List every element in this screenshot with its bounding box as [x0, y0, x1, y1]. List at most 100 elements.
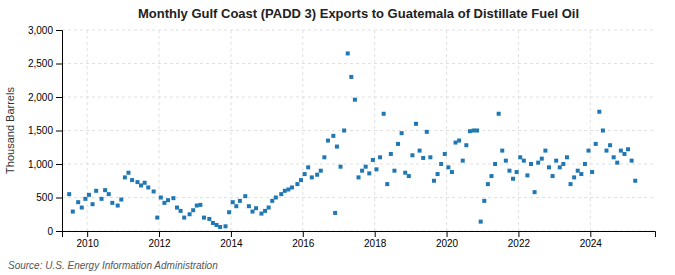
y-tick: 1,500 — [28, 125, 62, 136]
point — [326, 139, 330, 143]
x-tick-mark — [87, 231, 88, 237]
point — [295, 182, 299, 186]
point — [626, 147, 630, 151]
point — [367, 171, 371, 175]
point — [100, 197, 104, 201]
point — [515, 170, 519, 174]
y-tick-label: 1,000 — [28, 159, 53, 170]
point — [103, 188, 107, 192]
grid-line — [62, 63, 655, 64]
plot: 2010201220142016201820202022202405001,00… — [28, 25, 656, 249]
point — [155, 216, 159, 220]
point — [382, 112, 386, 116]
point — [80, 206, 84, 210]
y-tick: 1,000 — [28, 159, 62, 170]
point — [454, 141, 458, 145]
point — [443, 152, 447, 156]
x-axis-line — [63, 232, 656, 238]
point — [207, 217, 211, 221]
point — [146, 185, 150, 189]
point — [472, 129, 476, 133]
y-tick-mark — [56, 131, 62, 132]
point — [590, 170, 594, 174]
point — [558, 165, 562, 169]
point — [446, 165, 450, 169]
point — [421, 156, 425, 160]
grid-line — [62, 197, 655, 198]
point — [601, 129, 605, 133]
point — [608, 143, 612, 147]
point — [619, 149, 623, 153]
point — [468, 129, 472, 133]
x-tick-label: 2012 — [148, 238, 171, 249]
point — [410, 153, 414, 157]
point — [322, 155, 326, 159]
title: Monthly Gulf Coast (PADD 3) Exports to G… — [138, 6, 579, 21]
point — [126, 171, 130, 175]
point — [551, 174, 555, 178]
point — [533, 190, 537, 194]
point — [583, 162, 587, 166]
point — [215, 223, 219, 227]
point — [310, 175, 314, 179]
point — [274, 196, 278, 200]
point — [392, 169, 396, 173]
grid-line — [62, 97, 655, 98]
point — [525, 173, 529, 177]
x-tick: 2012 — [148, 231, 171, 249]
grid-line — [302, 30, 303, 231]
point — [353, 98, 357, 102]
point — [547, 165, 551, 169]
y-tick-label: 0 — [47, 226, 53, 237]
point — [529, 162, 533, 166]
point — [346, 51, 350, 55]
source: Source: U.S. Energy Information Administ… — [8, 260, 218, 271]
point — [461, 159, 465, 163]
point — [247, 204, 251, 208]
point — [554, 159, 558, 163]
grid-line — [518, 30, 519, 231]
point — [179, 209, 183, 213]
point — [76, 200, 80, 204]
point — [587, 149, 591, 153]
point — [403, 171, 407, 175]
point — [234, 204, 238, 208]
point — [493, 162, 497, 166]
point — [166, 198, 170, 202]
point — [360, 169, 364, 173]
point — [211, 221, 215, 225]
point — [306, 165, 310, 169]
point — [371, 158, 375, 162]
point — [522, 159, 526, 163]
point — [175, 206, 179, 210]
point — [518, 155, 522, 159]
y-tick-label: 500 — [36, 192, 53, 203]
point — [270, 199, 274, 203]
x-tick-mark — [447, 231, 448, 237]
point — [259, 212, 263, 216]
point — [286, 187, 290, 191]
point — [267, 206, 271, 210]
point — [576, 169, 580, 173]
point — [303, 172, 307, 176]
y-tick-label: 3,000 — [28, 25, 53, 36]
point — [159, 196, 163, 200]
point — [283, 189, 287, 193]
point — [333, 211, 337, 215]
point — [299, 178, 303, 182]
point — [378, 155, 382, 159]
point — [119, 198, 123, 202]
point — [500, 149, 504, 153]
point — [511, 177, 515, 181]
grid-line — [62, 164, 655, 165]
point — [218, 225, 222, 229]
grid-line — [159, 30, 160, 231]
x-tick: 2022 — [508, 231, 531, 249]
point — [238, 199, 242, 203]
point — [432, 179, 436, 183]
point — [171, 196, 175, 200]
point — [374, 167, 378, 171]
point — [540, 157, 544, 161]
point — [107, 192, 111, 196]
x-tick-label: 2022 — [508, 238, 531, 249]
